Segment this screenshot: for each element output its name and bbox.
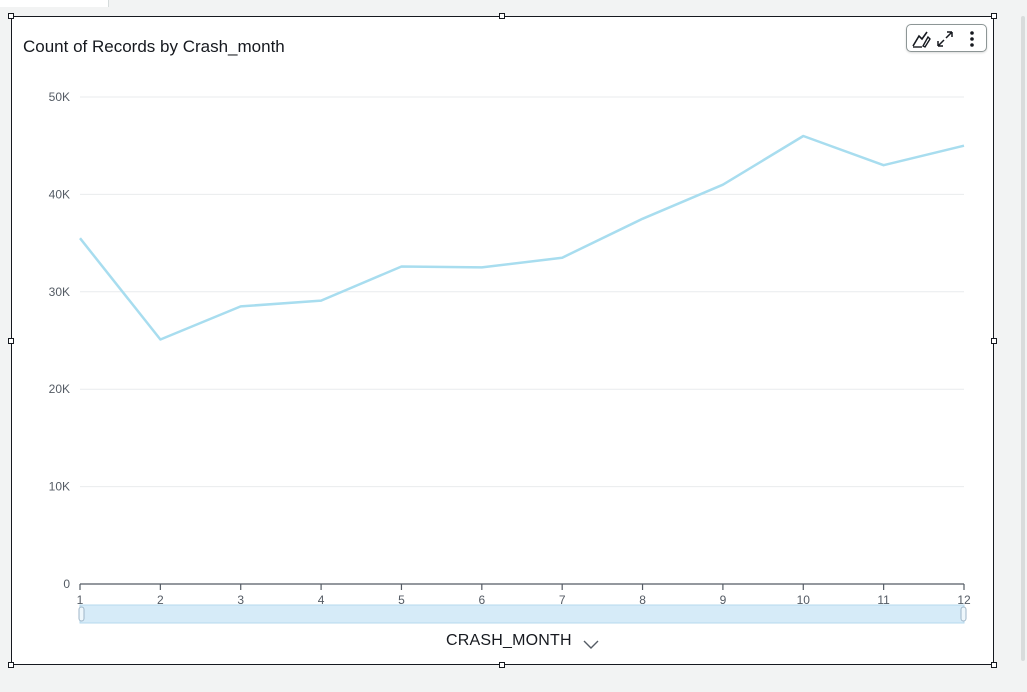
x-tick-label: 9 (720, 593, 727, 607)
page-scrollbar[interactable] (1021, 16, 1025, 661)
x-tick-label: 1 (77, 593, 84, 607)
data-point[interactable] (557, 253, 567, 263)
x-tick-label: 8 (639, 593, 646, 607)
resize-handle-bottom-left[interactable] (8, 662, 14, 668)
data-point[interactable] (959, 141, 969, 151)
chevron-down-icon[interactable] (582, 638, 600, 650)
data-point[interactable] (718, 180, 728, 190)
x-tick-label: 12 (957, 593, 971, 607)
x-tick-label: 6 (478, 593, 485, 607)
visual-menu (906, 24, 987, 52)
y-tick-label: 40K (49, 187, 70, 201)
data-point[interactable] (316, 296, 326, 306)
x-tick-label: 3 (237, 593, 244, 607)
resize-handle-top-left[interactable] (8, 13, 14, 19)
chart-title: Count of Records by Crash_month (23, 37, 285, 56)
resize-handle-right[interactable] (991, 338, 997, 344)
data-point[interactable] (638, 214, 648, 224)
range-slider-track[interactable] (79, 604, 965, 624)
y-tick-label: 0 (63, 577, 70, 591)
x-tick-label: 10 (797, 593, 811, 607)
x-tick-label: 5 (398, 593, 405, 607)
range-slider-handle-right[interactable] (960, 606, 967, 622)
series-line[interactable] (79, 134, 965, 341)
format-visual-icon[interactable] (910, 28, 932, 50)
resize-handle-left[interactable] (8, 338, 14, 344)
x-tick-label: 7 (559, 593, 566, 607)
x-tick-label: 4 (318, 593, 325, 607)
resize-handle-bottom-right[interactable] (991, 662, 997, 668)
y-tick-label: 30K (49, 285, 70, 299)
top-strip (0, 0, 1027, 7)
y-tick-label: 50K (49, 90, 70, 104)
y-tick-label: 20K (49, 382, 70, 396)
data-point[interactable] (75, 233, 85, 243)
resize-handle-bottom[interactable] (499, 662, 505, 668)
data-point[interactable] (879, 160, 889, 170)
expand-icon[interactable] (934, 28, 956, 50)
x-tick-label: 2 (157, 593, 164, 607)
data-point[interactable] (396, 261, 406, 271)
more-options-icon[interactable] (961, 28, 983, 50)
y-tick-label: 10K (49, 480, 70, 494)
resize-handle-top-right[interactable] (991, 13, 997, 19)
data-point[interactable] (477, 262, 487, 272)
data-point[interactable] (798, 131, 808, 141)
data-point[interactable] (236, 301, 246, 311)
x-tick-label: 11 (877, 593, 890, 607)
resize-handle-top[interactable] (499, 13, 505, 19)
sheet-tab[interactable] (0, 0, 109, 7)
x-axis-title: CRASH_MONTH (446, 632, 572, 649)
range-slider-handle-left[interactable] (78, 606, 85, 622)
data-point[interactable] (155, 335, 165, 345)
